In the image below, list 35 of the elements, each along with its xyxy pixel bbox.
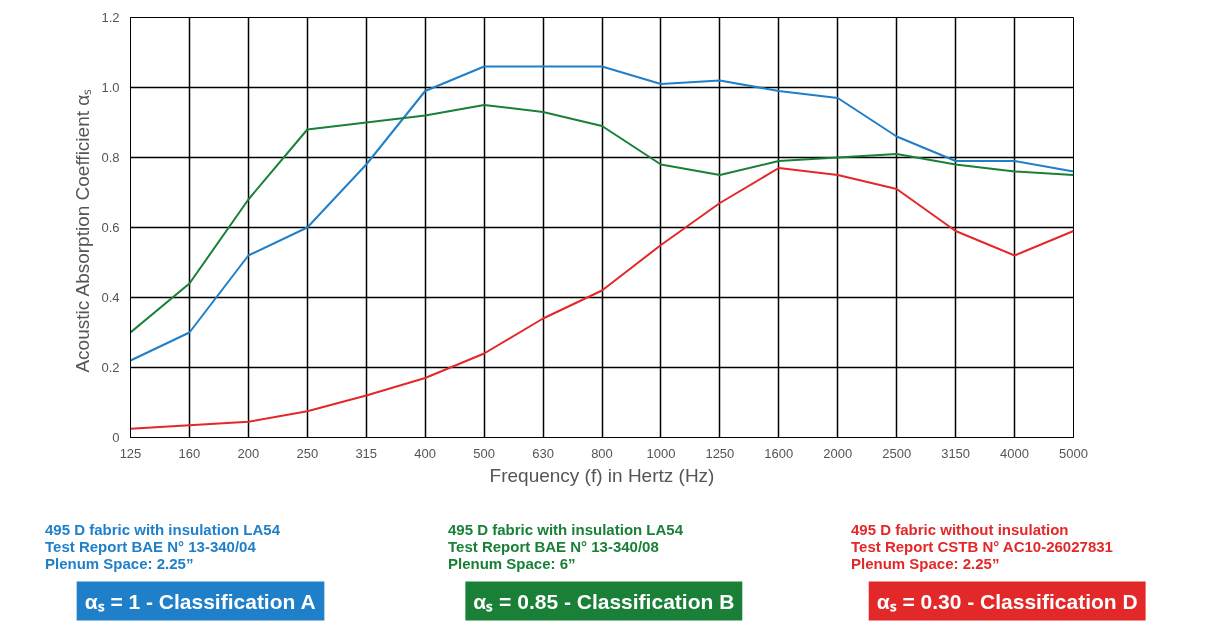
x-tick-label: 500	[473, 445, 495, 461]
x-tick-label: 630	[532, 445, 554, 461]
y-tick-label: 1.0	[101, 80, 120, 95]
x-tick-label: 1600	[764, 445, 794, 461]
y-axis-title: Acoustic Absorption Coefficient αₛ	[72, 88, 94, 373]
y-tick-label: 0	[112, 430, 120, 445]
x-tick-label: 1250	[705, 445, 735, 461]
text: αₛ = 1 - Classification A	[84, 589, 316, 613]
text: 495 D fabric without insulation Test Report CSTB N° AC10-26027831 Plenum Space: 2.25”	[851, 521, 1113, 572]
line-series	[130, 167, 1074, 430]
y-tick-label: 0.8	[101, 150, 120, 165]
x-tick-label: 5000	[1059, 445, 1088, 461]
x-tick-label: 800	[591, 445, 613, 461]
text: 495 D fabric with insulation LA54 Test Report BAE N° 13-340/08 Plenum Space: 6”	[448, 521, 684, 572]
x-tick-label: 160	[178, 445, 201, 461]
x-tick-label: 315	[355, 445, 378, 461]
text: αₛ = 0.30 - Classification D	[876, 589, 1138, 613]
line-series	[130, 104, 1074, 334]
text: 495 D fabric with insulation LA54 Test Report BAE N° 13-340/04 Plenum Space: 2.25”	[45, 521, 281, 572]
x-axis-title: Frequency (f) in Hertz (Hz)	[489, 464, 715, 486]
y-tick-label: 0.2	[101, 360, 120, 375]
x-tick-label: 400	[414, 445, 437, 461]
x-tick-label: 200	[237, 445, 260, 461]
x-tick-label: 4000	[1000, 445, 1030, 461]
x-tick-label: 3150	[941, 445, 971, 461]
x-tick-label: 250	[296, 445, 319, 461]
x-tick-label: 125	[119, 445, 142, 461]
x-tick-label: 2000	[823, 445, 853, 461]
text: αₛ = 0.85 - Classification B	[473, 589, 735, 613]
y-tick-label: 1.2	[101, 10, 120, 25]
y-tick-label: 0.4	[101, 290, 120, 305]
x-tick-label: 2500	[882, 445, 912, 461]
x-tick-label: 1000	[646, 445, 676, 461]
y-tick-label: 0.6	[101, 220, 120, 235]
line-series	[130, 65, 1074, 362]
